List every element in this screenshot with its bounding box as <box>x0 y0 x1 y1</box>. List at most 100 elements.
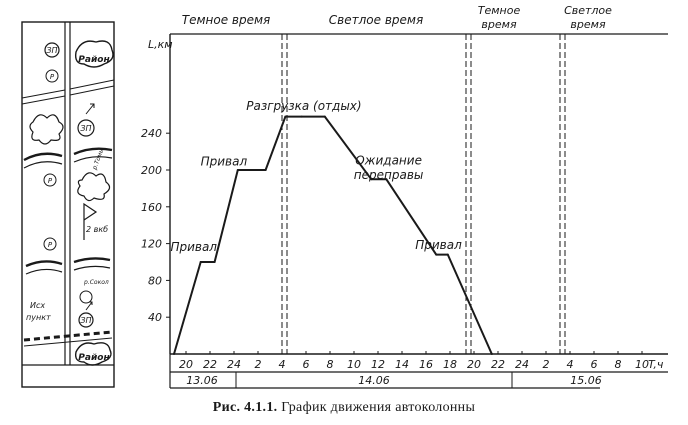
scheme-label: р.Томь <box>91 148 105 172</box>
period-label-line: Темное <box>478 4 521 17</box>
x-tick-label: 10 <box>635 358 649 371</box>
scheme-river <box>23 156 113 169</box>
data-point <box>323 115 326 118</box>
scheme-cross-road <box>21 79 115 99</box>
period-label: Светлое время <box>329 13 423 27</box>
scheme-labels: ЗП Район Р ЗП Р 2 вкб Р ЗП р.Томь р.Соко… <box>26 46 110 363</box>
data-point <box>435 253 438 256</box>
scheme-region-blob <box>74 342 112 366</box>
period-label: Темное время <box>478 4 521 31</box>
scheme-marker <box>45 69 59 83</box>
route-scheme <box>21 21 115 388</box>
y-tick-label: 120 <box>141 238 162 251</box>
scheme-forest <box>29 114 64 145</box>
y-axis: 40 80 120 160 200 240 L,км <box>141 34 173 354</box>
scheme-label: Р <box>50 73 55 81</box>
scheme-cross-road <box>21 85 115 105</box>
annotations: Привал Привал Разгрузка (отдых) Ожиданиепер… <box>170 99 462 254</box>
x-tick-label: 14 <box>395 358 409 371</box>
flag-icon <box>83 202 98 240</box>
caption-label: Рис. 4.1.1. <box>212 400 278 415</box>
period-label-line: Светлое <box>564 4 612 17</box>
data-point <box>236 169 239 171</box>
caption-text: График движения автоколонны <box>281 400 476 415</box>
x-tick-label: 6 <box>591 358 598 371</box>
x-tick-label: 8 <box>615 358 622 371</box>
x-tick-label: 16 <box>419 358 433 371</box>
annotation-label: Ожидание <box>355 153 422 167</box>
scheme-railway <box>23 337 113 347</box>
x-tick-label: 20 <box>467 358 481 371</box>
x-tick-label: 10 <box>347 358 361 371</box>
scheme-marker <box>77 119 95 137</box>
scheme-label: Р <box>48 241 53 249</box>
arrow-icon <box>85 103 95 115</box>
scheme-label: р.Сокол <box>83 279 109 286</box>
chart-frame <box>169 33 668 389</box>
x-tick-label: 4 <box>279 358 286 371</box>
plot-area <box>173 115 493 355</box>
scheme-label: Исх <box>30 301 45 310</box>
annotation-label: переправы <box>354 168 424 182</box>
annotation-label: Привал <box>201 154 248 168</box>
x-tick-label: 20 <box>179 358 193 371</box>
period-label: Светлое время <box>564 4 612 31</box>
period-label: Темное время <box>182 13 271 27</box>
y-tick-label: 240 <box>141 127 162 140</box>
scheme-frame <box>21 21 115 388</box>
x-tick-label: 22 <box>203 358 217 371</box>
data-point <box>490 353 493 355</box>
series-line <box>173 115 493 355</box>
x-tick-label: 24 <box>515 358 529 371</box>
data-point <box>446 253 449 256</box>
annotation-label: Разгрузка (отдых) <box>246 99 361 113</box>
x-tick-label: 2 <box>255 358 262 371</box>
date-label: 14.06 <box>358 374 390 387</box>
x-tick-label: 4 <box>567 358 574 371</box>
scheme-label: 2 вкб <box>86 225 108 234</box>
arrow-icon <box>85 301 93 311</box>
scheme-river <box>25 257 111 268</box>
x-tick-label: 22 <box>491 358 505 371</box>
data-point <box>385 178 388 181</box>
x-tick-label: 18 <box>443 358 457 371</box>
scheme-marker <box>43 237 57 251</box>
x-tick-label: 6 <box>303 358 310 371</box>
x-tick-label: 24 <box>227 358 241 371</box>
x-tick-label: 12 <box>371 358 385 371</box>
scheme-label: Район <box>78 353 109 363</box>
y-axis-label: L,км <box>148 38 173 51</box>
x-tick-label: 8 <box>327 358 334 371</box>
data-point <box>213 261 216 263</box>
scheme-forest <box>77 172 111 202</box>
scheme-river <box>23 147 113 162</box>
scheme-river <box>25 265 111 275</box>
figure-caption: Рис. 4.1.1. График движения автоколонны <box>0 400 688 416</box>
period-label-line: время <box>481 18 517 31</box>
y-tick-label: 160 <box>141 201 162 214</box>
y-tick-label: 40 <box>148 311 162 324</box>
scheme-region-blob <box>74 40 114 68</box>
scheme-label: пункт <box>26 313 51 322</box>
y-tick-label: 200 <box>141 164 162 177</box>
data-point <box>300 115 303 118</box>
scheme-label: Район <box>78 55 109 65</box>
period-label-line: время <box>570 18 606 31</box>
annotation-label: Привал <box>170 240 217 254</box>
scheme-marker <box>43 173 57 187</box>
scheme-marker <box>78 312 94 328</box>
scheme-marker <box>44 42 60 58</box>
data-point <box>199 261 202 263</box>
data-point <box>173 353 175 355</box>
y-tick-label: 80 <box>148 274 162 287</box>
x-axis-label: T,ч <box>648 358 664 371</box>
x-axis: 20 22 24 2 4 6 8 10 12 14 16 18 20 22 24 2 4 6 8 10 T,ч13.06… <box>179 351 664 387</box>
scheme-marker <box>79 290 93 304</box>
scheme-label: ЗП <box>80 316 91 325</box>
date-label: 13.06 <box>186 374 218 387</box>
x-tick-label: 2 <box>543 358 550 371</box>
scheme-label: Р <box>48 177 53 185</box>
scheme-label: ЗП <box>46 46 57 55</box>
data-point <box>264 169 267 171</box>
